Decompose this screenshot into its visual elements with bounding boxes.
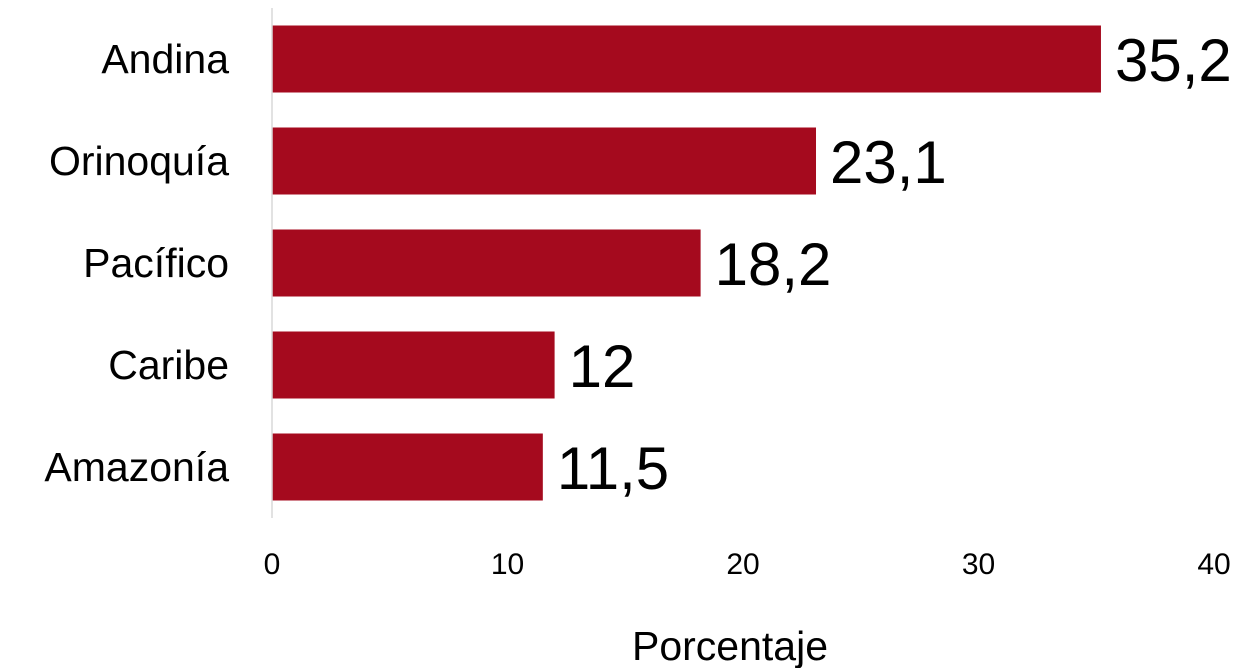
x-tick-label: 30: [962, 548, 995, 581]
bar-4: [272, 331, 555, 399]
x-axis-tick-labels: 0 10 20 30 40: [264, 548, 1231, 581]
bars-group: [272, 25, 1101, 501]
data-label: 18,2: [715, 231, 832, 298]
category-label: Amazonía: [44, 444, 229, 490]
bar-1: [272, 25, 1101, 93]
x-tick-label: 10: [491, 548, 524, 581]
category-label: Pacífico: [83, 240, 229, 286]
x-tick-label: 40: [1197, 548, 1230, 581]
category-label: Andina: [101, 36, 229, 82]
data-label: 11,5: [557, 435, 669, 502]
data-label: 23,1: [830, 129, 947, 196]
data-label: 35,2: [1115, 27, 1232, 94]
data-labels: 35,2 23,1 18,2 12 11,5: [557, 27, 1232, 502]
category-label: Orinoquía: [49, 138, 229, 184]
x-tick-label: 0: [264, 548, 281, 581]
bar-2: [272, 127, 817, 195]
data-label: 12: [569, 333, 636, 400]
x-tick-label: 20: [726, 548, 759, 581]
category-labels: Andina Orinoquía Pacífico Caribe Amazonía: [44, 36, 229, 490]
bar-5: [272, 433, 543, 501]
category-label: Caribe: [108, 342, 229, 388]
x-axis-title: Porcentaje: [632, 623, 828, 668]
bar-3: [272, 229, 701, 297]
